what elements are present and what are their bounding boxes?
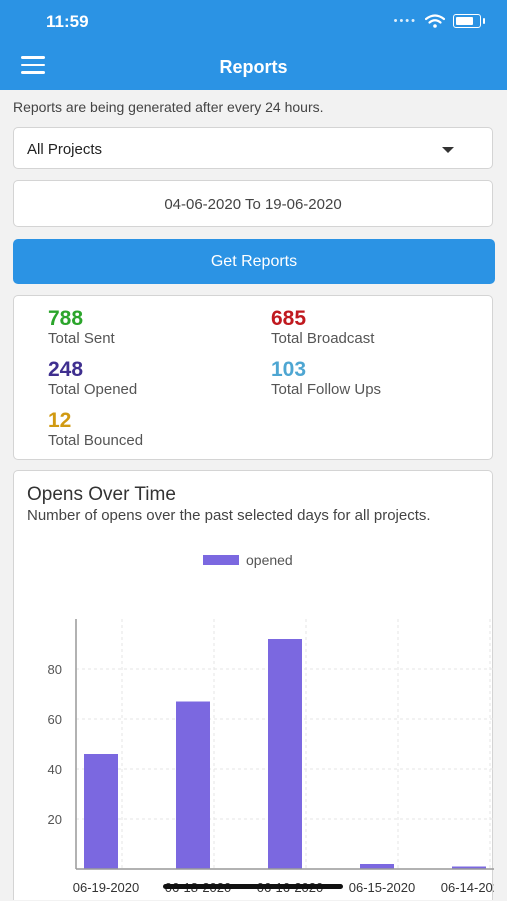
stat-label: Total Broadcast [271,330,375,347]
y-tick-label: 80 [48,662,62,677]
bar [84,754,118,869]
date-range-text: 04-06-2020 To 19-06-2020 [164,196,342,213]
stat-label: Total Follow Ups [271,381,382,398]
y-tick-label: 60 [48,712,62,727]
y-tick-label: 20 [48,812,62,827]
date-range-field[interactable]: 04-06-2020 To 19-06-2020 [13,180,493,227]
report-note: Reports are being generated after every … [13,99,324,115]
bar [360,864,394,869]
app-header: 11:59 •••• Reports [0,0,507,90]
y-tick-label: 40 [48,762,62,777]
stat-value: 248 [48,358,84,381]
stat-value: 12 [48,409,72,432]
stat-label: Total Bounced [48,432,144,449]
status-icons: •••• [394,14,485,28]
opens-chart-card: opened2040608006-19-202006-18-202006-16-… [13,470,494,900]
stat-value: 788 [48,307,84,330]
chart-title: Opens Over Time [27,484,176,505]
x-tick-label: 06-19-2020 [73,880,140,895]
legend-swatch [203,555,239,565]
opens-bar-chart: opened2040608006-19-202006-18-202006-16-… [48,552,494,895]
battery-tip [483,18,485,24]
stat-total-bounced: 12 Total Bounced [48,410,143,450]
chevron-down-icon [442,147,454,153]
stat-value: 685 [271,307,307,330]
wifi-icon [425,14,445,28]
legend-label: opened [246,552,293,568]
stat-total-opened: 248 Total Opened [48,359,137,399]
chart-subtitle: Number of opens over the past selected d… [27,507,431,524]
stat-value: 103 [271,358,307,381]
status-time: 11:59 [46,12,89,31]
battery-icon [453,14,481,28]
bar [268,639,302,869]
home-indicator [163,884,343,889]
get-reports-button[interactable]: Get Reports [13,239,495,284]
stat-total-follow-ups: 103 Total Follow Ups [271,359,381,399]
stat-label: Total Opened [48,381,138,398]
bar [452,866,486,869]
stat-label: Total Sent [48,330,115,347]
project-select-value: All Projects [27,141,103,158]
stat-total-sent: 788 Total Sent [48,308,115,348]
x-tick-label: 06-14-2020 [441,880,494,895]
x-tick-label: 06-15-2020 [349,880,416,895]
signal-icon: •••• [393,15,417,27]
menu-icon[interactable] [21,56,45,74]
project-select[interactable]: All Projects [13,127,493,169]
stats-card: 788 Total Sent 685 Total Broadcast 248 T… [13,295,493,460]
page-title: Reports [219,57,288,77]
stat-total-broadcast: 685 Total Broadcast [271,308,374,348]
bar [176,701,210,869]
